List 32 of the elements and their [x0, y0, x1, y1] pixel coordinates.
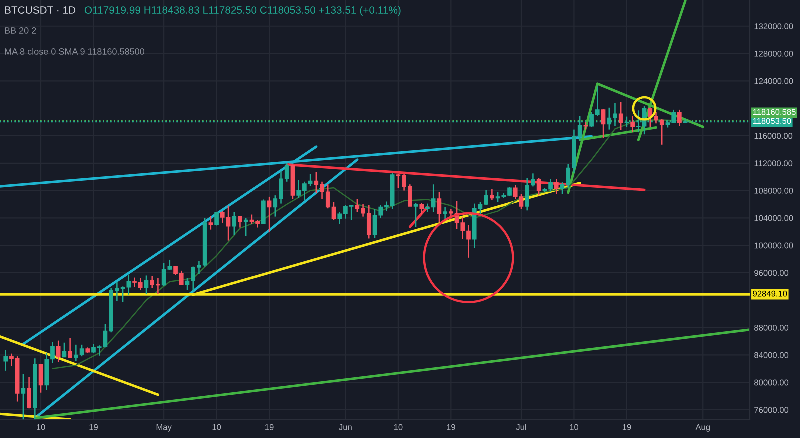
x-tick-label: 10 [37, 424, 46, 430]
y-tick-label: 116000.00 [754, 133, 793, 140]
y-tick-label: 80000.00 [754, 380, 789, 386]
y-tick-label: 104000.00 [754, 215, 794, 222]
x-tick-label: 10 [394, 424, 403, 430]
y-tick-label: 88000.00 [754, 324, 789, 331]
y-tick-label: 112000.00 [754, 160, 793, 166]
ref-line-label: 118053.50 [753, 118, 792, 124]
ref-line-label: 92849.10 [753, 290, 788, 297]
x-tick-label: 19 [622, 424, 632, 430]
x-tick-label: 19 [266, 424, 274, 430]
x-tick-label: 19 [447, 424, 456, 430]
y-tick-label: 100000.00 [754, 242, 794, 249]
y-tick-label: 128000.00 [754, 50, 794, 57]
x-tick-label: May [156, 424, 172, 432]
y-tick-label: 96000.00 [754, 270, 789, 276]
y-tick-label: 84000.00 [754, 352, 789, 358]
x-tick-label: 10 [212, 424, 222, 430]
x-tick-label: 10 [570, 424, 579, 430]
x-tick-label: Jun [339, 424, 352, 430]
y-tick-label: 76000.00 [754, 407, 789, 414]
x-tick-label: Aug [696, 424, 710, 432]
ref-line-label: 118160.585 [753, 109, 796, 116]
y-tick-label: 132000.00 [754, 24, 794, 30]
y-tick-label: 108000.00 [754, 188, 794, 194]
annotation: MA 8 close 0 SMA 9 118160.58500 [5, 48, 145, 55]
chart-title: BTCUSDT · 1D [5, 6, 76, 14]
x-tick-label: 19 [90, 424, 98, 430]
y-tick-label: 124000.00 [754, 78, 794, 84]
annotation: O117919.99 H118438.83 L117825.50 C118053.50 +133.51 (+0.11%) [84, 6, 401, 16]
x-tick-label: Jul [516, 424, 526, 430]
annotation: BB 20 2 [5, 28, 36, 34]
